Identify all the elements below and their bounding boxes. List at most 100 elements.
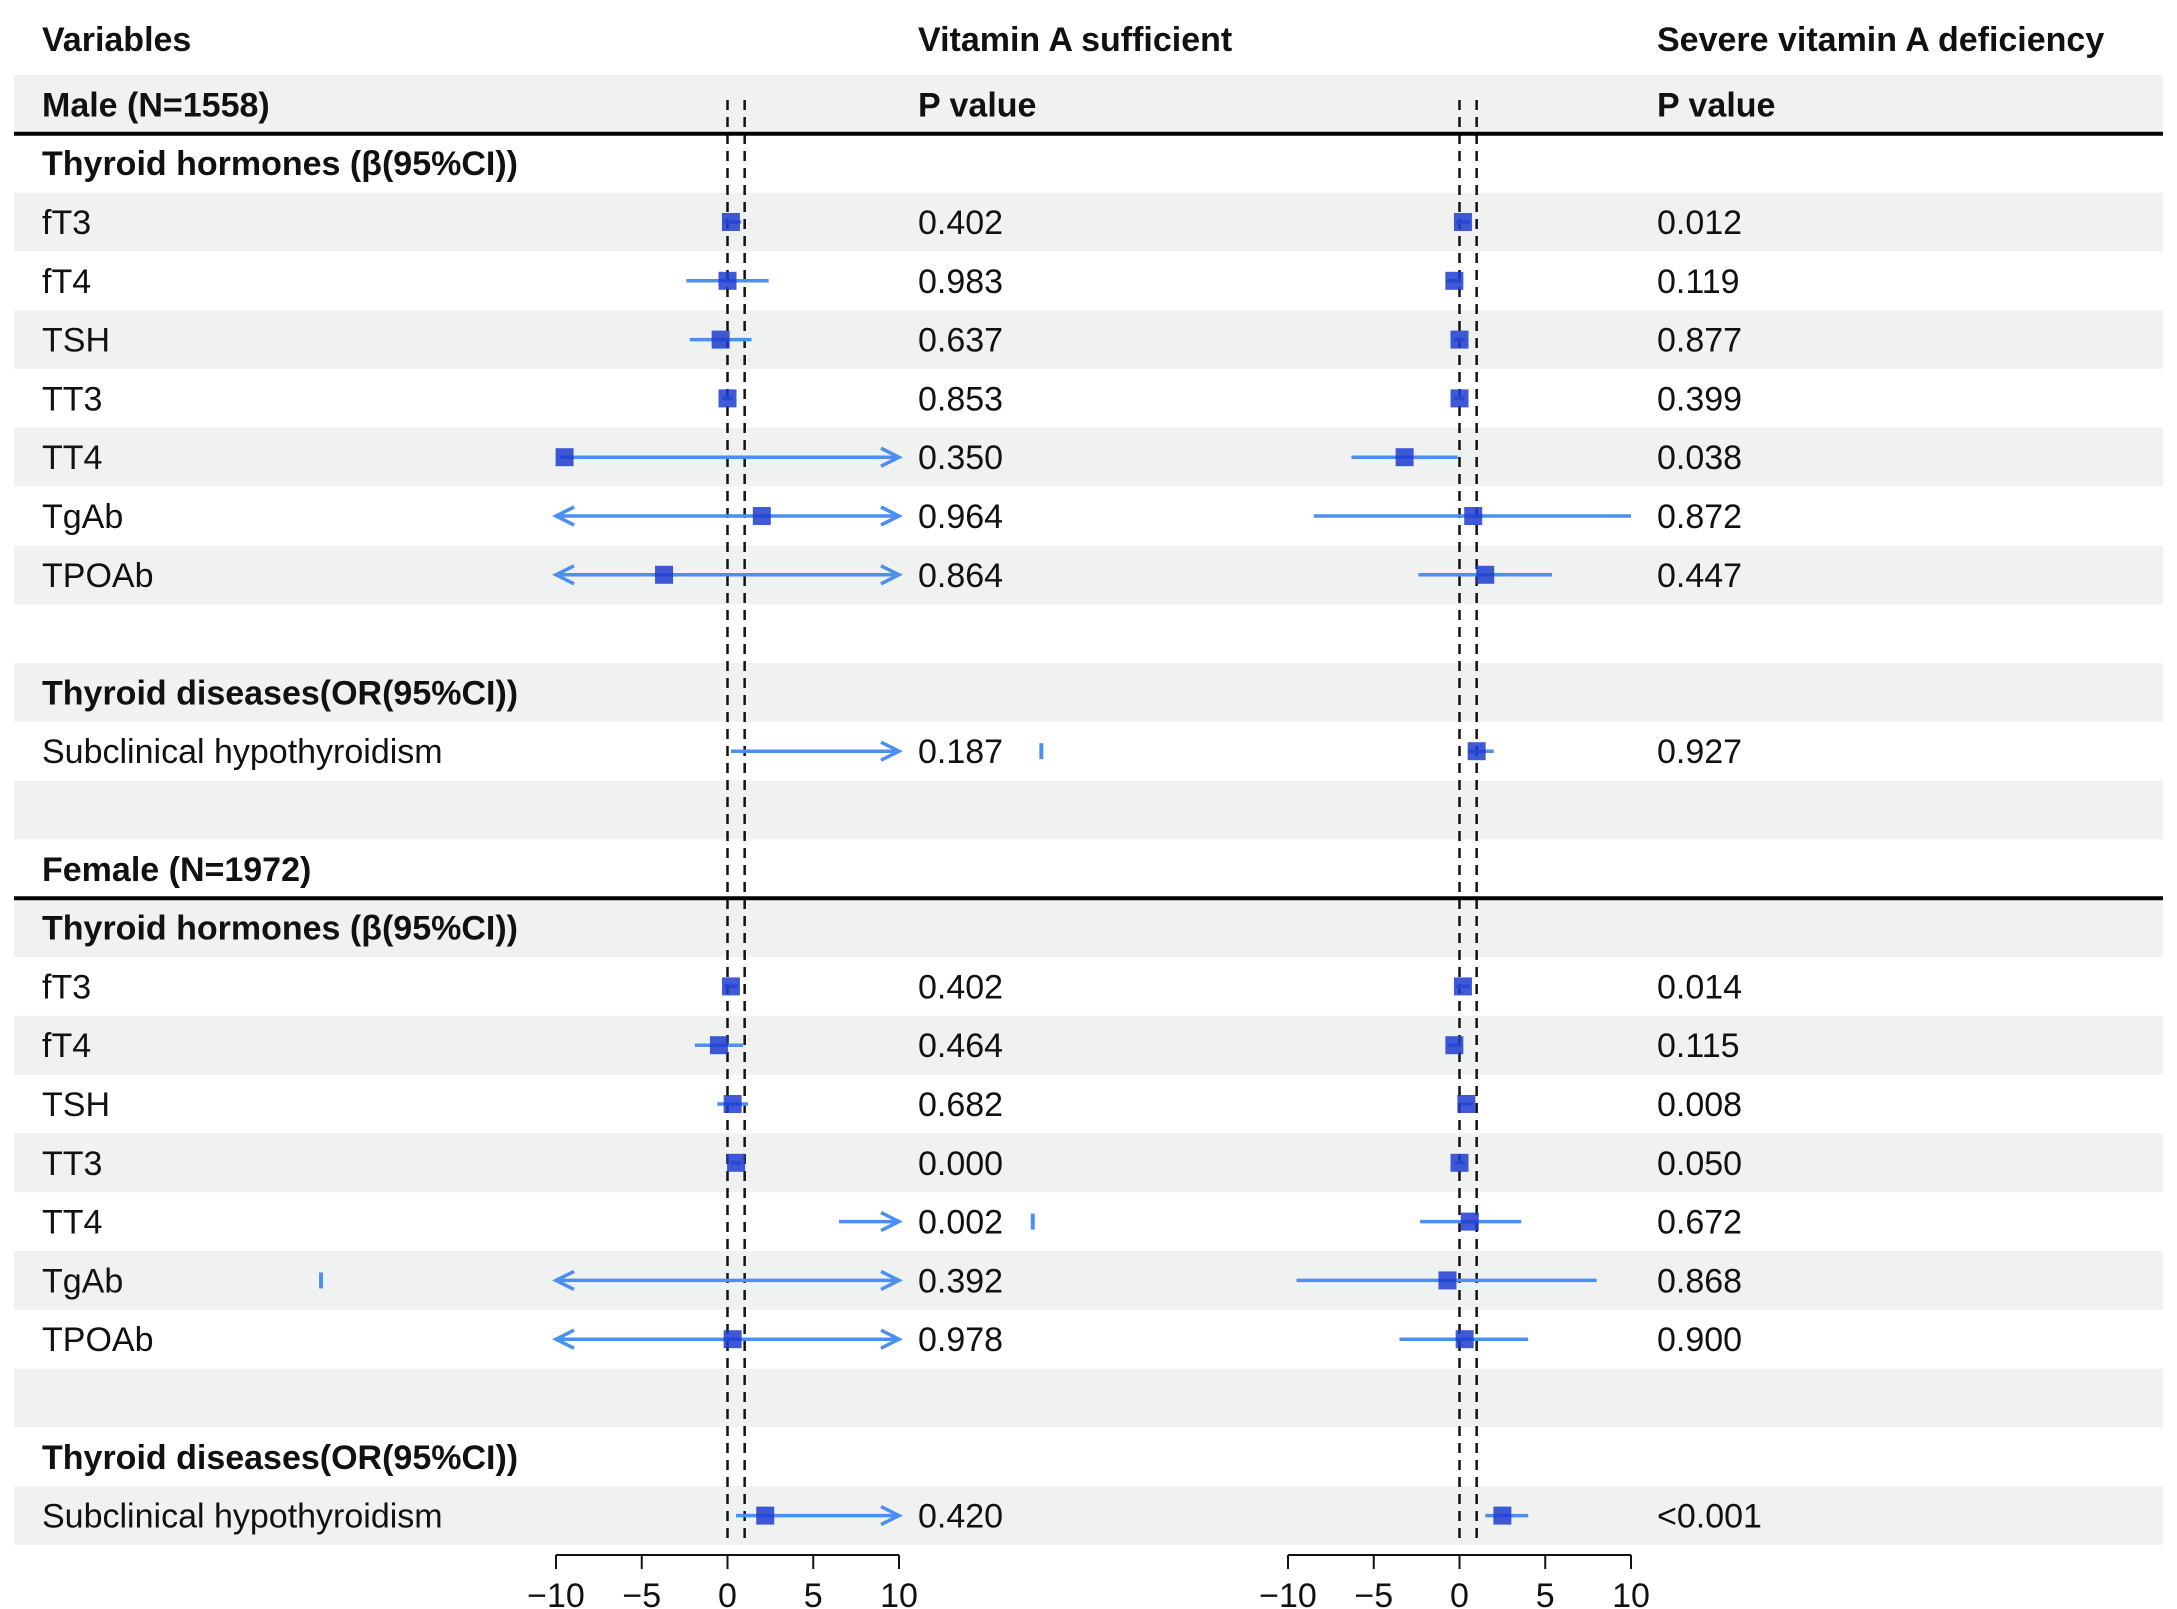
point-estimate: [1457, 1095, 1476, 1113]
p-value: 0.927: [1657, 733, 1742, 771]
point-estimate: [721, 213, 740, 231]
p-value: <0.001: [1657, 1498, 1762, 1536]
point-estimate: [1450, 389, 1469, 408]
p-value: 0.038: [1657, 439, 1742, 477]
x-tick-label: −5: [1354, 1577, 1393, 1609]
row-label: TSH: [42, 322, 110, 360]
row-stripe: [14, 663, 2163, 722]
row-label: TgAb: [42, 1262, 123, 1300]
p-value: 0.350: [918, 439, 1003, 477]
confidence-intervals: [319, 213, 1631, 1527]
row-label: TPOAb: [42, 1321, 153, 1359]
p-value: 0.868: [1657, 1262, 1742, 1300]
row-label: fT4: [42, 263, 91, 301]
point-estimate: [1453, 977, 1472, 996]
row-label: Subclinical hypothyroidism: [42, 1498, 443, 1536]
x-tick-label: 10: [880, 1577, 918, 1609]
row-label: TT3: [42, 1145, 102, 1183]
row-stripe: [14, 545, 2163, 605]
p-value: 0.978: [918, 1321, 1003, 1359]
point-estimate: [711, 330, 730, 349]
header-svad-title: Severe vitamin A deficiency: [1657, 21, 2104, 59]
point-estimate: [756, 1506, 775, 1525]
x-tick-label: 10: [1612, 1577, 1650, 1609]
x-tick-label: 0: [1450, 1577, 1469, 1609]
point-estimate: [727, 1153, 746, 1172]
ci-arrow-left: [552, 564, 575, 586]
point-estimate: [1438, 1271, 1457, 1290]
point-estimate: [1493, 1506, 1512, 1525]
row-label: TT4: [42, 1204, 102, 1242]
row-text: Variables Vitamin A sufficient Severe vi…: [42, 21, 2104, 1536]
x-tick-label: 0: [718, 1577, 737, 1609]
section-title: Thyroid diseases(OR(95%CI)): [42, 674, 518, 712]
row-stripe: [14, 75, 2163, 134]
row-label: TgAb: [42, 498, 123, 536]
row-label: fT3: [42, 204, 91, 242]
row-stripe: [14, 898, 2163, 957]
p-value: 0.447: [1657, 557, 1742, 595]
ci-arrow-right: [880, 1328, 903, 1350]
section-title: Thyroid hormones (β(95%CI)): [42, 145, 518, 183]
p-value: 0.392: [918, 1262, 1003, 1300]
header-vas-title: Vitamin A sufficient: [918, 21, 1232, 59]
row-stripe: [14, 1486, 2163, 1545]
row-label: fT3: [42, 968, 91, 1006]
ci-arrow-left: [552, 1269, 575, 1291]
point-estimate: [718, 271, 737, 290]
point-estimate: [1445, 271, 1464, 290]
x-tick-label: 5: [804, 1577, 823, 1609]
row-label: Subclinical hypothyroidism: [42, 733, 443, 771]
row-label: TSH: [42, 1086, 110, 1124]
point-estimate: [721, 977, 740, 996]
section-title: Thyroid hormones (β(95%CI)): [42, 910, 518, 948]
row-stripe: [14, 192, 2163, 252]
point-estimate: [1455, 1330, 1474, 1349]
row-label: TT3: [42, 380, 102, 418]
ci-arrow-right: [880, 564, 903, 586]
p-value: 0.900: [1657, 1321, 1742, 1359]
row-label: TT4: [42, 439, 102, 477]
x-tick-label: −10: [527, 1577, 585, 1609]
p-value: 0.872: [1657, 498, 1742, 536]
p-value: 0.050: [1657, 1145, 1742, 1183]
p-value: 0.187: [918, 733, 1003, 771]
row-stripe: [14, 1015, 2163, 1075]
p-value: 0.682: [918, 1086, 1003, 1124]
row-stripe: [14, 1368, 2163, 1428]
p-value: 0.008: [1657, 1086, 1742, 1124]
group-title: Male (N=1558): [42, 86, 270, 124]
point-estimate: [1453, 213, 1472, 231]
p-value: 0.420: [918, 1498, 1003, 1536]
row-stripe: [14, 1251, 2163, 1310]
point-estimate: [723, 1095, 742, 1113]
ci-arrow-right: [880, 1211, 903, 1233]
ci-arrow-right: [880, 446, 903, 468]
p-value: 0.002: [918, 1204, 1003, 1242]
row-stripe: [14, 780, 2163, 840]
section-title: Thyroid diseases(OR(95%CI)): [42, 1439, 518, 1477]
point-estimate: [709, 1036, 728, 1055]
p-value: 0.399: [1657, 380, 1742, 418]
p-value: P value: [918, 86, 1036, 124]
point-estimate: [1460, 1212, 1479, 1231]
ci-arrow-right: [880, 740, 903, 762]
p-value: 0.014: [1657, 968, 1742, 1006]
p-value: 0.115: [1657, 1027, 1740, 1065]
point-estimate: [1467, 742, 1486, 761]
p-value: 0.402: [918, 204, 1003, 242]
p-value: 0.000: [918, 1145, 1003, 1183]
point-estimate: [723, 1330, 742, 1349]
row-label: fT4: [42, 1027, 91, 1065]
p-value: 0.637: [918, 322, 1003, 360]
row-stripe: [14, 1133, 2163, 1193]
ci-arrow-right: [880, 505, 903, 527]
point-estimate: [752, 507, 771, 525]
x-axes: −10 −5 0 5 10 −10 −5 0 5 10: [527, 1554, 1650, 1609]
ci-arrow-left: [552, 1328, 575, 1350]
point-estimate: [718, 389, 737, 408]
x-tick-label: 5: [1536, 1577, 1555, 1609]
p-value: 0.672: [1657, 1204, 1742, 1242]
p-value: 0.877: [1657, 322, 1742, 360]
x-tick-label: −5: [622, 1577, 661, 1609]
